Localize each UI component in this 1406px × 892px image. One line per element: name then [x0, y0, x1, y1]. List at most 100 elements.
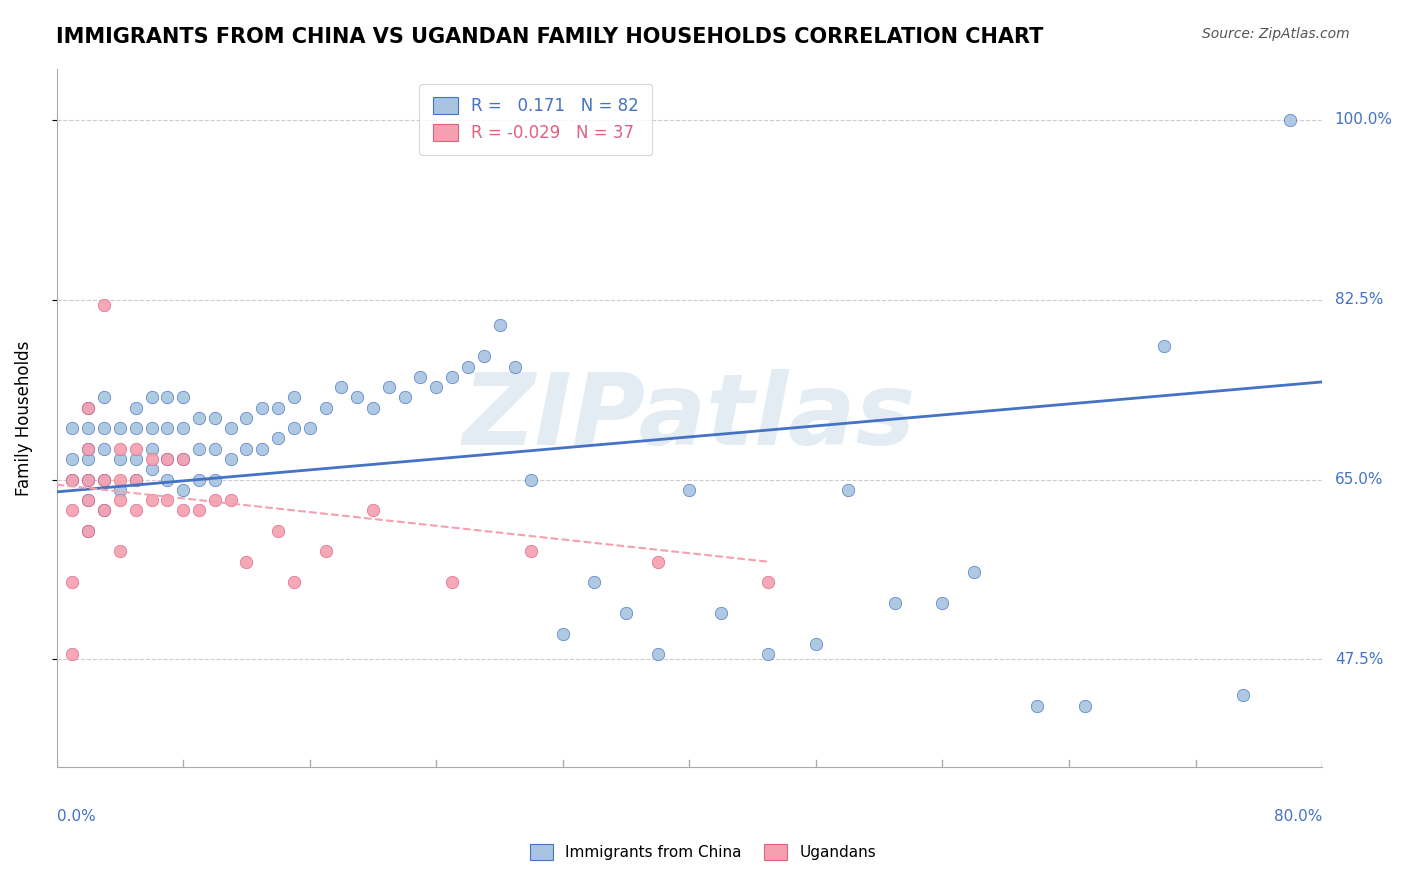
Point — [315, 544, 337, 558]
Point — [204, 442, 226, 456]
Point — [125, 473, 148, 487]
Point — [125, 503, 148, 517]
Point — [457, 359, 479, 374]
Point — [425, 380, 447, 394]
Point — [361, 503, 384, 517]
Point — [583, 575, 606, 590]
Point — [647, 555, 669, 569]
Text: 80.0%: 80.0% — [1274, 809, 1322, 824]
Point — [315, 401, 337, 415]
Point — [125, 452, 148, 467]
Point — [172, 503, 194, 517]
Point — [267, 524, 290, 538]
Point — [141, 493, 163, 508]
Point — [172, 452, 194, 467]
Text: 47.5%: 47.5% — [1334, 652, 1384, 667]
Text: Source: ZipAtlas.com: Source: ZipAtlas.com — [1202, 27, 1350, 41]
Point — [520, 544, 543, 558]
Point — [488, 318, 510, 333]
Point — [77, 473, 100, 487]
Point — [141, 442, 163, 456]
Point — [93, 473, 115, 487]
Point — [93, 421, 115, 435]
Point — [77, 442, 100, 456]
Text: 82.5%: 82.5% — [1334, 293, 1384, 307]
Point — [172, 483, 194, 497]
Point — [283, 421, 305, 435]
Point — [156, 452, 179, 467]
Point — [219, 452, 242, 467]
Point — [62, 575, 84, 590]
Point — [77, 421, 100, 435]
Point — [409, 369, 432, 384]
Point — [77, 452, 100, 467]
Text: ZIPatlas: ZIPatlas — [463, 369, 915, 467]
Point — [884, 596, 907, 610]
Point — [93, 442, 115, 456]
Point — [172, 421, 194, 435]
Point — [219, 493, 242, 508]
Point — [298, 421, 321, 435]
Point — [125, 421, 148, 435]
Point — [804, 637, 827, 651]
Point — [93, 473, 115, 487]
Point — [77, 524, 100, 538]
Point — [204, 493, 226, 508]
Point — [520, 473, 543, 487]
Point — [441, 369, 464, 384]
Point — [156, 473, 179, 487]
Point — [141, 390, 163, 404]
Point — [441, 575, 464, 590]
Point — [963, 565, 986, 579]
Point — [125, 401, 148, 415]
Point — [62, 473, 84, 487]
Point — [77, 401, 100, 415]
Point — [93, 503, 115, 517]
Point — [678, 483, 700, 497]
Text: 65.0%: 65.0% — [1334, 472, 1384, 487]
Legend: R =   0.171   N = 82, R = -0.029   N = 37: R = 0.171 N = 82, R = -0.029 N = 37 — [419, 84, 652, 155]
Point — [141, 421, 163, 435]
Text: 0.0%: 0.0% — [56, 809, 96, 824]
Point — [614, 606, 637, 620]
Point — [283, 575, 305, 590]
Point — [77, 524, 100, 538]
Point — [156, 452, 179, 467]
Point — [647, 647, 669, 661]
Point — [188, 503, 211, 517]
Point — [108, 544, 131, 558]
Point — [204, 473, 226, 487]
Point — [62, 452, 84, 467]
Point — [93, 390, 115, 404]
Point — [141, 462, 163, 476]
Point — [204, 410, 226, 425]
Point — [1074, 698, 1097, 713]
Point — [219, 421, 242, 435]
Point — [252, 401, 274, 415]
Point — [77, 493, 100, 508]
Point — [172, 390, 194, 404]
Point — [758, 575, 780, 590]
Point — [62, 647, 84, 661]
Point — [330, 380, 353, 394]
Point — [156, 493, 179, 508]
Point — [108, 421, 131, 435]
Point — [62, 503, 84, 517]
Point — [505, 359, 527, 374]
Point — [267, 401, 290, 415]
Point — [77, 493, 100, 508]
Point — [93, 503, 115, 517]
Point — [108, 473, 131, 487]
Point — [77, 401, 100, 415]
Point — [77, 442, 100, 456]
Point — [108, 452, 131, 467]
Point — [62, 473, 84, 487]
Point — [378, 380, 401, 394]
Point — [125, 473, 148, 487]
Point — [1026, 698, 1049, 713]
Y-axis label: Family Households: Family Households — [15, 340, 32, 496]
Point — [1232, 689, 1254, 703]
Point — [62, 421, 84, 435]
Point — [1279, 112, 1302, 127]
Legend: Immigrants from China, Ugandans: Immigrants from China, Ugandans — [523, 838, 883, 866]
